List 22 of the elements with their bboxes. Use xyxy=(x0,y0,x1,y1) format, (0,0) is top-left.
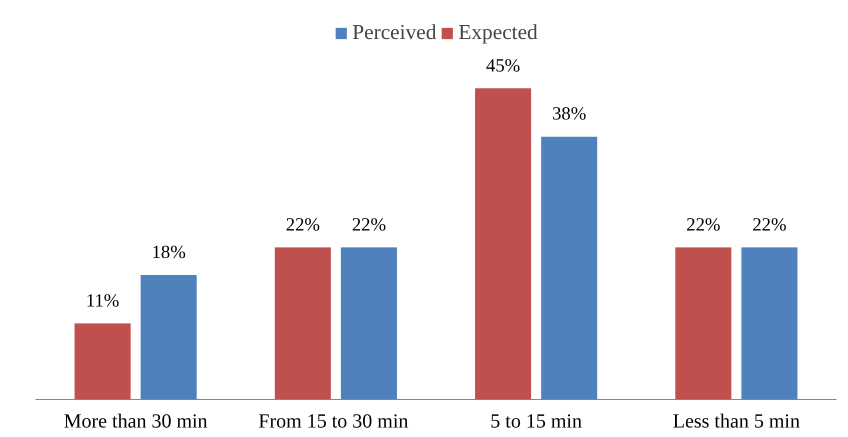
x-tick-label: Less than 5 min xyxy=(672,410,800,432)
bar xyxy=(675,247,732,400)
x-tick-label: More than 30 min xyxy=(64,410,208,432)
bar xyxy=(140,275,197,400)
data-label: 38% xyxy=(552,104,586,125)
x-tick-label: From 15 to 30 min xyxy=(258,410,408,432)
data-label: 18% xyxy=(152,242,186,264)
data-label: 22% xyxy=(352,214,386,236)
legend-label: Perceived xyxy=(352,20,436,45)
data-label: 22% xyxy=(286,214,320,236)
data-label: 22% xyxy=(752,214,787,236)
legend-label: Expected xyxy=(458,20,538,45)
data-label: 22% xyxy=(686,214,720,236)
bar xyxy=(541,136,598,400)
bar xyxy=(274,247,331,400)
bar xyxy=(741,247,798,400)
data-label: 45% xyxy=(486,55,520,76)
bar xyxy=(475,88,532,400)
x-tick-label: 5 to 15 min xyxy=(490,410,582,432)
data-label: 11% xyxy=(86,290,120,312)
bar xyxy=(340,247,397,400)
bar xyxy=(74,323,131,400)
